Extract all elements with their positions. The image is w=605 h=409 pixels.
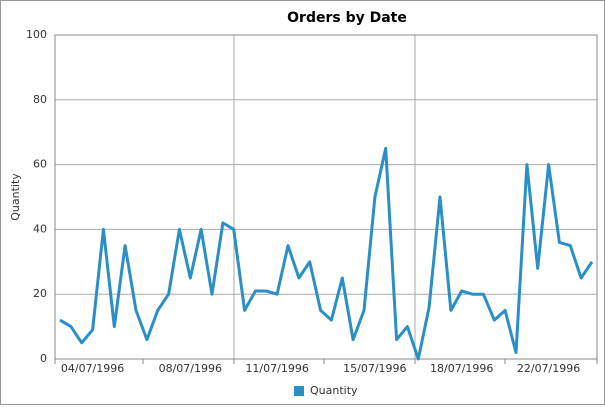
y-axis-label: Quantity (9, 173, 22, 221)
x-tick-label: 11/07/1996 (245, 362, 308, 375)
legend-label: Quantity (310, 384, 358, 397)
x-tick-label: 22/07/1996 (517, 362, 580, 375)
y-tick-label: 20 (33, 287, 47, 300)
legend-swatch (294, 386, 304, 396)
y-tick-label: 60 (33, 158, 47, 171)
x-tick-label: 04/07/1996 (61, 362, 124, 375)
y-tick-label: 40 (33, 222, 47, 235)
x-tick-label: 15/07/1996 (343, 362, 406, 375)
y-tick-label: 100 (26, 28, 47, 41)
y-tick-label: 0 (40, 352, 47, 365)
plot-frame (54, 34, 598, 360)
line (59, 146, 594, 361)
x-tick-label: 08/07/1996 (159, 362, 222, 375)
x-tick-label: 18/07/1996 (430, 362, 493, 375)
chart-title: Orders by Date (287, 10, 407, 26)
y-tick-label: 80 (33, 93, 47, 106)
